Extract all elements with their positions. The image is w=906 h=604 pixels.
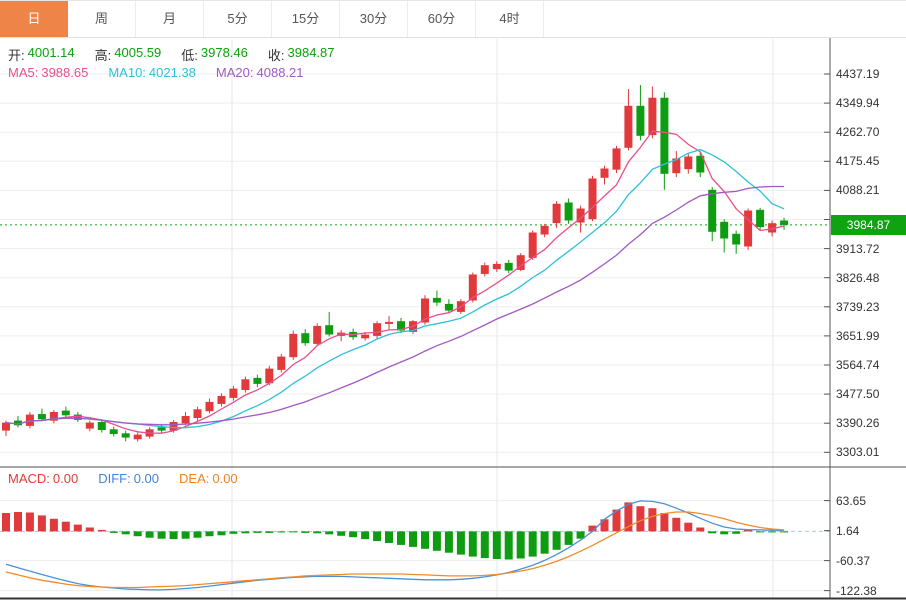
current-price-badge: 3984.87 bbox=[831, 214, 906, 235]
price-axis-label: 3739.23 bbox=[836, 299, 880, 314]
price-axis-label: 4437.19 bbox=[836, 67, 880, 81]
macd-axis-label: 1.64 bbox=[836, 523, 860, 538]
tab-5min[interactable]: 5分 bbox=[204, 1, 272, 37]
tab-month[interactable]: 月 bbox=[136, 1, 204, 37]
macd-axis-label: -60.37 bbox=[836, 553, 871, 568]
timeframe-tabbar: 日 周 月 5分 15分 30分 60分 4时 bbox=[0, 1, 906, 38]
price-axis-label: 4175.45 bbox=[836, 154, 880, 169]
tab-30min[interactable]: 30分 bbox=[340, 1, 408, 37]
price-axis-label: 3826.48 bbox=[836, 270, 880, 285]
price-axis-label: 4088.21 bbox=[836, 183, 880, 198]
price-axis-label: 3913.72 bbox=[836, 241, 880, 256]
price-axis-label: 3477.50 bbox=[836, 387, 880, 402]
price-chart-canvas[interactable] bbox=[0, 37, 906, 604]
macd-axis-label: -122.38 bbox=[836, 583, 877, 598]
price-axis-label: 4262.70 bbox=[836, 125, 880, 140]
price-axis-label: 3303.01 bbox=[836, 445, 880, 460]
price-axis-label: 3390.26 bbox=[836, 416, 880, 431]
price-axis-label: 3564.74 bbox=[836, 358, 880, 372]
macd-axis-label: 63.65 bbox=[836, 493, 867, 508]
tab-15min[interactable]: 15分 bbox=[272, 1, 340, 37]
price-axis-label: 3651.99 bbox=[836, 328, 880, 343]
tab-60min[interactable]: 60分 bbox=[408, 1, 476, 37]
tab-week[interactable]: 周 bbox=[68, 1, 136, 37]
tab-4hour[interactable]: 4时 bbox=[476, 1, 544, 37]
tab-day[interactable]: 日 bbox=[0, 1, 68, 37]
price-axis-label: 4349.94 bbox=[836, 96, 880, 111]
